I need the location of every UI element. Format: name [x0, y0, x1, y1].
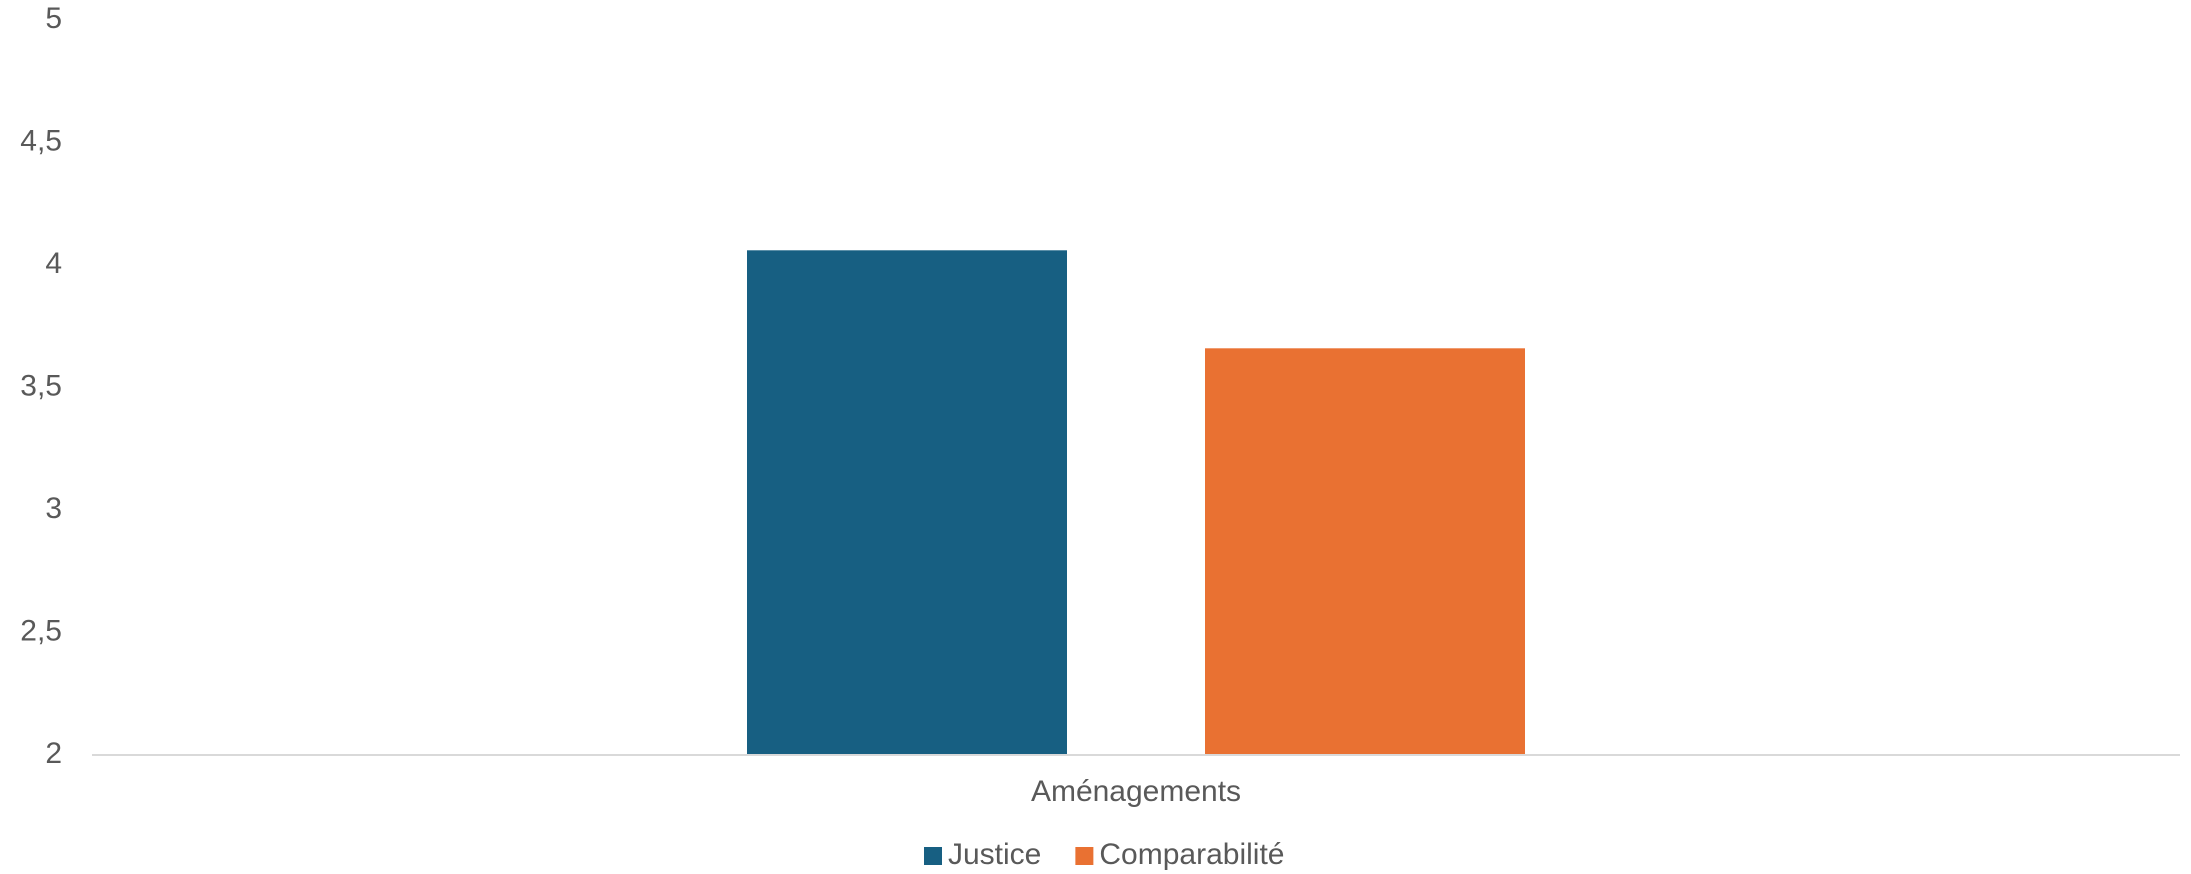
y-axis: 2 2,5 3 3,5 4 4,5 5: [20, 2, 62, 770]
y-tick-label: 2,5: [20, 614, 62, 647]
y-tick-label: 4: [45, 247, 62, 280]
y-tick-label: 5: [45, 2, 62, 35]
legend-label: Comparabilité: [1099, 838, 1284, 871]
y-tick-label: 4,5: [20, 124, 62, 157]
y-tick-label: 3,5: [20, 369, 62, 402]
legend-label: Justice: [948, 838, 1041, 871]
x-axis: Aménagements: [1031, 775, 1241, 808]
bar-comparabilite: [1205, 348, 1525, 755]
bar-justice: [747, 250, 1067, 756]
x-category-label: Aménagements: [1031, 775, 1241, 808]
y-tick-label: 3: [45, 492, 62, 525]
bars: [747, 250, 1525, 756]
legend-swatch: [924, 847, 942, 865]
legend-swatch: [1075, 847, 1094, 865]
legend: Justice Comparabilité: [924, 838, 1284, 871]
y-tick-label: 2: [45, 737, 62, 770]
